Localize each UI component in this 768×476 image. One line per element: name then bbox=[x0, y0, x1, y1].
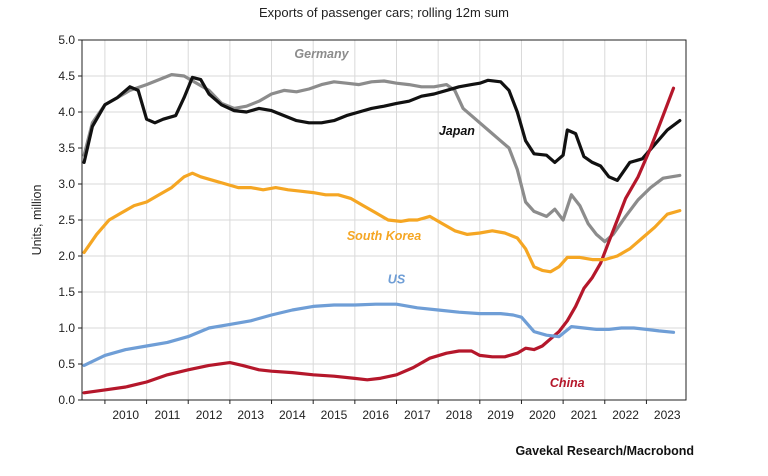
y-tick-label: 3.5 bbox=[58, 141, 75, 155]
x-tick-label: 2015 bbox=[321, 408, 348, 422]
y-tick-label: 2.0 bbox=[58, 249, 75, 263]
x-tick-label: 2016 bbox=[362, 408, 389, 422]
y-tick-label: 0.0 bbox=[58, 393, 75, 407]
series-label-japan: Japan bbox=[439, 124, 475, 138]
x-tick-label: 2013 bbox=[237, 408, 264, 422]
series-line-south-korea bbox=[82, 171, 682, 274]
y-tick-label: 5.0 bbox=[58, 33, 75, 47]
series-label-us: US bbox=[388, 272, 406, 286]
series-label-china: China bbox=[550, 376, 585, 390]
chart-title: Exports of passenger cars; rolling 12m s… bbox=[259, 5, 509, 20]
x-tick-label: 2022 bbox=[612, 408, 639, 422]
x-tick-label: 2017 bbox=[404, 408, 431, 422]
series-line-germany bbox=[82, 72, 682, 244]
series-line-japan bbox=[82, 75, 682, 182]
x-tick-label: 2020 bbox=[529, 408, 556, 422]
x-tick-label: 2023 bbox=[654, 408, 681, 422]
y-tick-label: 1.5 bbox=[58, 285, 75, 299]
y-tick-label: 3.0 bbox=[58, 177, 75, 191]
x-tick-label: 2019 bbox=[487, 408, 514, 422]
y-tick-label: 4.0 bbox=[58, 105, 75, 119]
grid bbox=[82, 39, 686, 401]
y-tick-label: 4.5 bbox=[58, 69, 75, 83]
series-lines bbox=[82, 72, 682, 395]
x-tick-label: 2014 bbox=[279, 408, 306, 422]
x-tick-label: 2011 bbox=[154, 408, 180, 422]
series-label-germany: Germany bbox=[294, 47, 349, 61]
y-tick-label: 0.5 bbox=[58, 357, 75, 371]
y-tick-label: 1.0 bbox=[58, 321, 75, 335]
y-axis: 0.0 0.5 1.0 1.5 2.0 2.5 3.0 3.5 4.0 4.5 5.0 bbox=[58, 33, 82, 407]
series-label-south-korea: South Korea bbox=[347, 229, 421, 243]
x-axis: 2010 2011 2012 2013 2014 2015 2016 2017 2018 2019… bbox=[104, 400, 681, 422]
x-tick-label: 2012 bbox=[196, 408, 223, 422]
y-tick-label: 2.5 bbox=[58, 213, 75, 227]
series-line-china bbox=[82, 86, 676, 395]
series-labels: Germany Japan South Korea US China bbox=[294, 47, 584, 390]
series-line-us bbox=[82, 302, 676, 367]
source-note: Gavekal Research/Macrobond bbox=[515, 444, 694, 458]
x-tick-label: 2021 bbox=[571, 408, 598, 422]
y-axis-label: Units, million bbox=[30, 185, 44, 256]
x-tick-label: 2018 bbox=[446, 408, 473, 422]
x-tick-label: 2010 bbox=[112, 408, 139, 422]
